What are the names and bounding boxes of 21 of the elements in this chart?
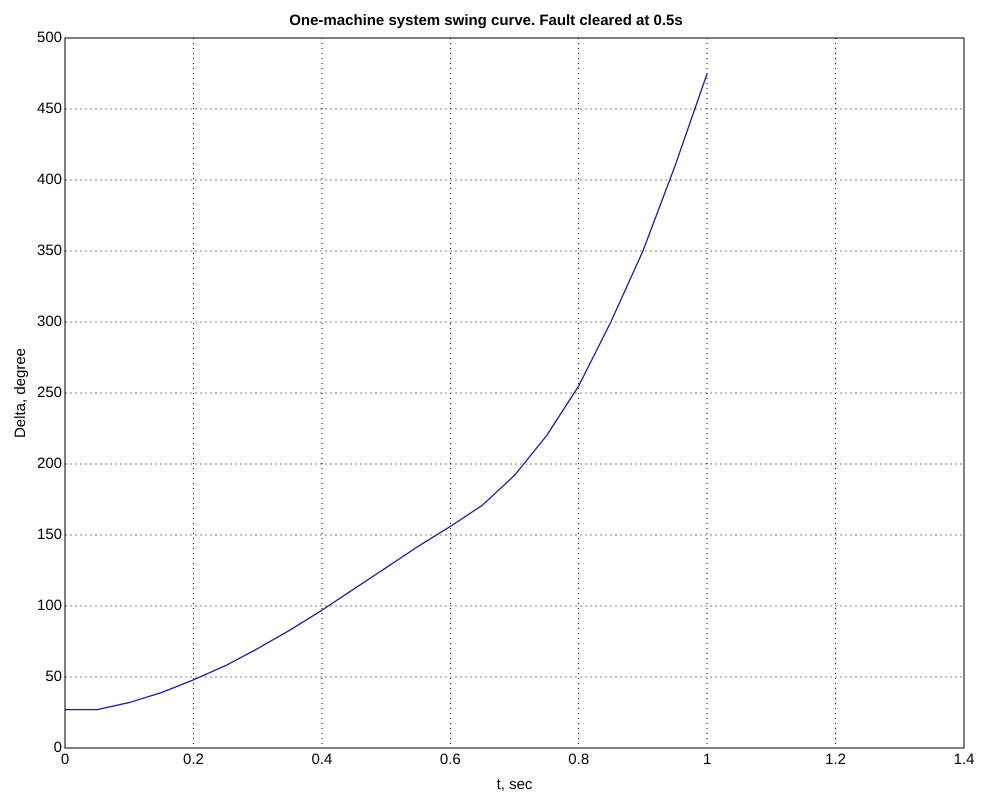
y-tick-label: 200 [36, 455, 62, 472]
x-tick-label: 0.6 [440, 751, 461, 768]
chart-title: One-machine system swing curve. Fault cleared at 0.5s [289, 12, 683, 30]
x-tick-label: 0.4 [311, 751, 332, 768]
y-tick-label: 250 [36, 384, 62, 402]
y-tick-label: 150 [36, 526, 62, 544]
y-tick-label: 300 [36, 313, 62, 330]
x-axis-title: t, sec [496, 776, 533, 794]
y-tick-label: 500 [36, 29, 62, 46]
x-tick-label: 0.2 [183, 751, 204, 768]
y-tick-label: 50 [45, 668, 62, 686]
x-tick-label: 1.4 [954, 751, 974, 768]
x-tick-label: 1 [702, 751, 712, 768]
y-axis-title: Delta, degree [12, 348, 30, 438]
y-tick-label: 350 [36, 242, 62, 260]
x-tick-label: 1.2 [825, 751, 846, 768]
y-tick-label: 400 [36, 171, 62, 188]
y-tick-label: 0 [54, 739, 62, 756]
y-tick-label: 100 [36, 597, 62, 614]
y-tick-label: 450 [36, 100, 62, 118]
x-tick-label: 0.8 [568, 751, 590, 768]
